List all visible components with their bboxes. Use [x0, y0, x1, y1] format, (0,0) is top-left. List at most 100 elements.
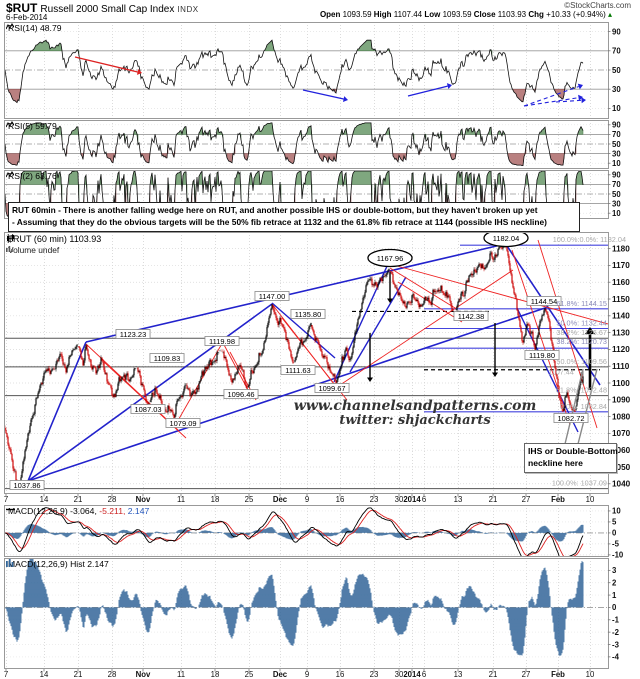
- price-label-box: [524, 350, 560, 360]
- x-axis-label: 10: [586, 495, 595, 504]
- y-axis-label: 1060: [612, 446, 631, 455]
- price-label-box: [149, 353, 185, 363]
- price-label-box: [314, 383, 350, 393]
- price-label-box: [372, 253, 408, 263]
- x-axis-label: 25: [245, 495, 254, 504]
- price-label: 1142.38: [458, 312, 485, 321]
- y-axis-label: -4: [612, 653, 620, 662]
- x-axis-label: 6: [422, 495, 426, 504]
- callout-pointer-layer: [564, 368, 598, 445]
- x-axis-label: 6: [422, 670, 426, 679]
- price-label: 1111.63: [285, 366, 310, 375]
- hist-value: 2.147: [87, 559, 109, 569]
- low-value: 1093.59: [442, 10, 472, 19]
- y-axis-label: 30: [612, 199, 621, 208]
- y-axis-label: 70: [612, 130, 621, 139]
- exchange-tag: INDX: [177, 5, 199, 14]
- rsi5-legend: RSI(5) 59.79: [6, 121, 57, 131]
- x-axis-label: 16: [336, 495, 345, 504]
- x-axis-label: 11: [177, 670, 185, 679]
- hist-label: MACD(12,26,9) Hist: [8, 559, 85, 569]
- price-label-box: [553, 413, 589, 423]
- x-axis-label: 27: [522, 495, 531, 504]
- y-axis-label: -10: [612, 551, 624, 560]
- open-label: Open: [319, 10, 341, 19]
- price-label-box: [526, 296, 562, 306]
- x-axis-label: 9: [305, 495, 309, 504]
- fib-label: 61.8%: 1092.48: [556, 386, 607, 395]
- neckline-callout-box: IHS or Double-Bottom neckline here: [524, 443, 618, 473]
- price-label: 1182.04: [493, 234, 520, 243]
- neckline-callout-line1: IHS or Double-Bottom: [528, 446, 618, 456]
- quote-row: Open 1093.59 High 1107.44 Low 1093.59 Cl…: [320, 10, 612, 19]
- main-value: 1103.93: [69, 234, 102, 244]
- y-axis-label: 1110: [612, 362, 630, 371]
- price-labels-layer: 1037.86 1123.23 1109.83 1087.03 1079.09 1119.…: [9, 228, 589, 490]
- arrows-layer: [74, 56, 595, 390]
- price-label: 1119.80: [529, 351, 555, 360]
- fib-labels-layer: 100.0%:0.0%: 1182.04 61.8%: 1144.15 50.0%:…: [548, 235, 626, 487]
- price-label-box: [223, 389, 259, 399]
- price-label-box: [204, 336, 240, 346]
- x-axis-label: 28: [108, 670, 117, 679]
- fib-label: 50.0%: 1132.44: [556, 319, 607, 328]
- analyst-note-box: RUT 60min - There is another falling wed…: [8, 202, 580, 232]
- y-axis-label: 1170: [612, 261, 630, 270]
- price-label: 1147.00: [259, 292, 286, 301]
- main-legend: $RUT (60 min) 1103.93: [6, 234, 101, 244]
- price-label: 1096.46: [227, 390, 254, 399]
- x-axis-label: 18: [211, 670, 220, 679]
- rsi5-series: [4, 122, 584, 166]
- high-label: High: [373, 10, 392, 19]
- y-axis-label: -1: [612, 616, 620, 625]
- y-axis-label: 1090: [612, 396, 631, 405]
- x-axis-label: 2014: [403, 670, 421, 679]
- price-label-box: [165, 418, 201, 428]
- close-value: 1103.93: [497, 10, 527, 19]
- price-label: 1144.54: [531, 297, 558, 306]
- y-axis-label: 1100: [612, 379, 630, 388]
- y-axis-label: 70: [612, 180, 621, 189]
- y-axis-label: 50: [612, 66, 621, 75]
- fib-label: 38.2%: 1120.73: [556, 337, 607, 346]
- price-label: 1167.96: [377, 254, 404, 263]
- fib-label: 100.0%:0.0%: 1182.04: [553, 235, 626, 244]
- y-axis-label: 3: [612, 566, 617, 575]
- copyright: ©StockCharts.com: [564, 1, 631, 10]
- y-axis-label: 0: [612, 529, 617, 538]
- x-axis-label: 2014: [403, 495, 421, 504]
- symbol-name: Russell 2000 Small Cap Index: [40, 4, 175, 15]
- x-axis-label: 27: [522, 670, 531, 679]
- y-axis-label: 1040: [612, 480, 631, 489]
- fib-label: 61.8%: 1144.15: [556, 299, 607, 308]
- fib-label: 100.0%: 1037.09: [552, 479, 607, 488]
- y-axis-label: 5: [612, 518, 617, 527]
- rsi14-label: RSI(14): [8, 23, 38, 33]
- x-axis-label: 11: [177, 495, 185, 504]
- x-axis-label: Feb: [551, 495, 565, 504]
- price-label-box: [488, 233, 524, 243]
- y-axis-label: 1160: [612, 278, 630, 287]
- macd-value-2: -5.211,: [99, 506, 126, 516]
- y-axis-label: 1150: [612, 295, 630, 304]
- price-label-box: [115, 329, 151, 339]
- price-label: 1109.83: [154, 354, 181, 363]
- y-axis-labels: 9070503010907050301090705030101180117011…: [608, 27, 631, 662]
- price-label: 1135.80: [295, 310, 322, 319]
- price-label-box: [290, 309, 326, 319]
- hist-series: [5, 558, 584, 656]
- y-axis-label: 1050: [612, 463, 631, 472]
- trendlines-layer: [27, 239, 608, 482]
- y-axis-label: -3: [612, 640, 620, 649]
- chg-up-arrow-icon: ▴: [607, 10, 612, 19]
- price-label: 1099.67: [318, 384, 345, 393]
- y-axis-label: 10: [612, 104, 621, 113]
- rsi14-value: 48.79: [40, 23, 62, 33]
- x-axis-label: 13: [454, 495, 463, 504]
- price-label-box: [453, 311, 489, 321]
- macd-value-3: 2.147: [127, 506, 150, 516]
- rsi2-legend: RSI(2) 63.76: [6, 171, 57, 181]
- price-label-box: [280, 365, 316, 375]
- x-axis-label: 14: [40, 495, 49, 504]
